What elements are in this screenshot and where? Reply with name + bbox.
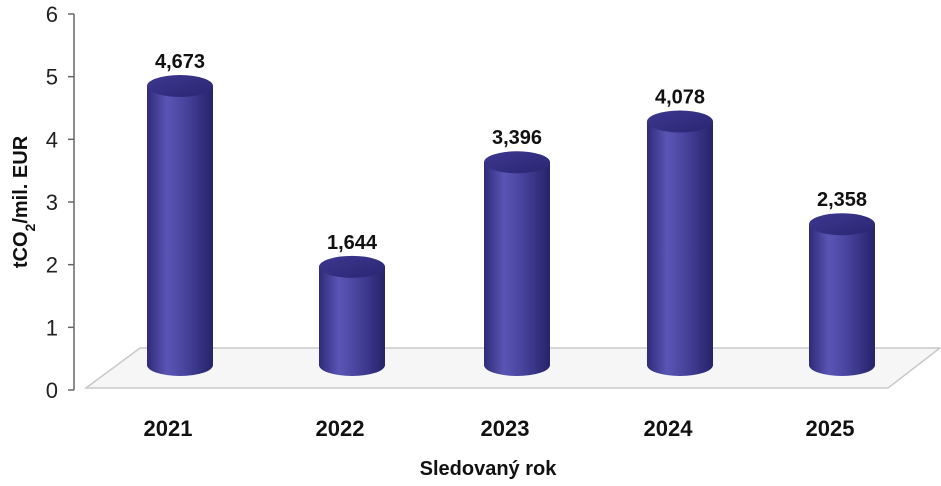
x-axis-title: Sledovaný rok	[420, 458, 558, 480]
bar-2025	[809, 213, 875, 376]
y-tick-label: 3	[46, 190, 58, 215]
y-axis-title-sub: 2	[22, 223, 38, 231]
bar-top-cap	[319, 255, 385, 278]
bars-group: 4,673 1,644 3,396 4,078 2,358	[147, 51, 875, 376]
y-tick-label: 6	[46, 2, 58, 27]
y-axis-title-rest: /mil. EUR	[10, 135, 32, 223]
bar-2023	[484, 151, 550, 376]
x-axis-labels: 2021 2022 2023 2024 2025	[144, 416, 855, 441]
data-label-2025: 2,358	[817, 189, 867, 211]
y-tick-label: 1	[46, 315, 58, 340]
data-label-2022: 1,644	[327, 232, 378, 254]
bar-2022	[319, 255, 385, 376]
bar-top-cap	[647, 110, 713, 133]
y-axis-ticks: 0 1 2 3 4 5 6	[46, 2, 74, 403]
x-tick-label-2021: 2021	[144, 416, 193, 441]
bar-2021	[147, 75, 213, 376]
bar-body	[147, 86, 213, 376]
x-tick-label-2024: 2024	[644, 416, 694, 441]
y-tick-label: 4	[46, 127, 58, 152]
data-label-2024: 4,078	[655, 87, 705, 109]
bar-top-cap	[809, 213, 875, 236]
bar-body	[484, 162, 550, 376]
bar-body	[319, 266, 385, 376]
bar-2024	[647, 110, 713, 376]
y-axis-title-main: tCO	[10, 231, 32, 268]
y-tick-label: 0	[46, 378, 58, 403]
x-tick-label-2023: 2023	[481, 416, 530, 441]
data-label-2023: 3,396	[492, 127, 542, 149]
bar-body	[647, 121, 713, 376]
y-axis-title: tCO2/mil. EUR	[10, 135, 38, 268]
bar-top-cap	[147, 75, 213, 97]
bar-body	[809, 224, 875, 376]
y-tick-label: 5	[46, 65, 58, 90]
data-label-2021: 4,673	[155, 51, 205, 73]
bar-top-cap	[484, 151, 550, 174]
x-tick-label-2022: 2022	[316, 416, 365, 441]
y-tick-label: 2	[46, 253, 58, 278]
x-tick-label-2025: 2025	[806, 416, 855, 441]
